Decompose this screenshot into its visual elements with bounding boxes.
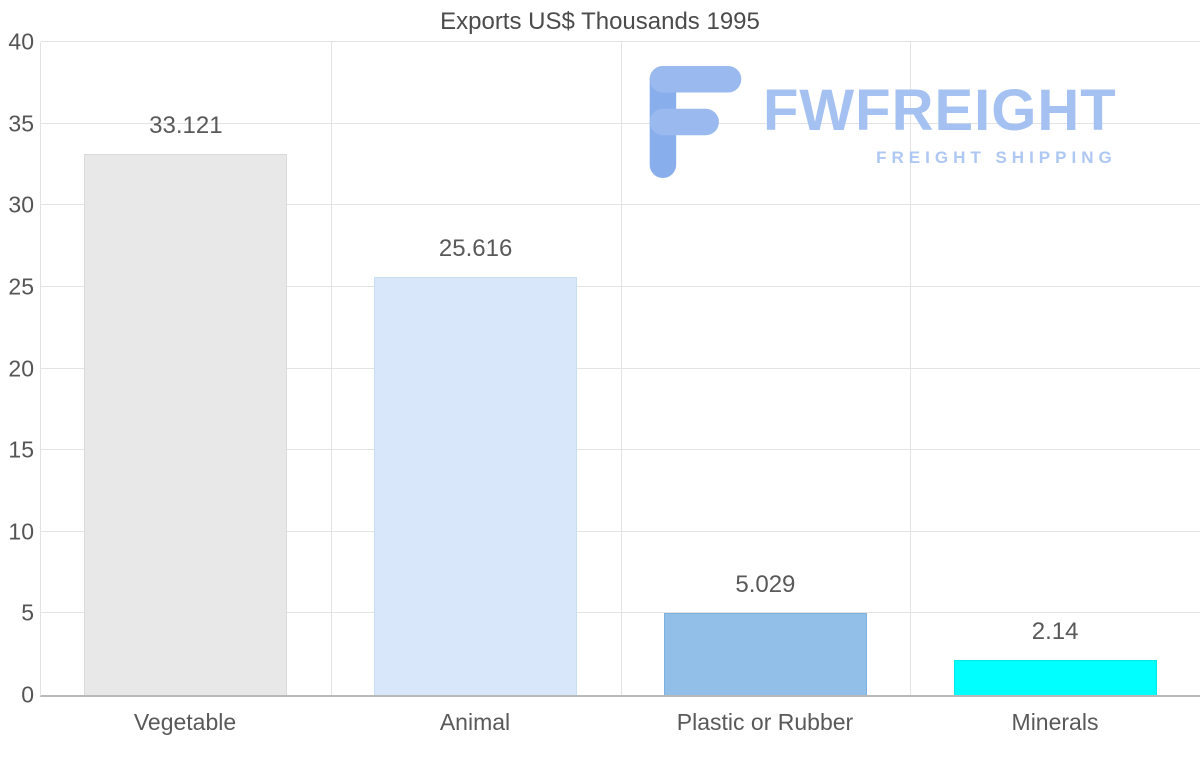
bar-animal [374,276,578,695]
bar-plastic-or-rubber [663,612,867,695]
chart-title: Exports US$ Thousands 1995 [440,8,760,35]
y-axis-tick-label: 25 [8,273,34,300]
bar-value-label: 25.616 [438,234,513,262]
bar-value-label: 2.14 [1031,618,1079,646]
y-axis-tick-label: 10 [8,518,34,545]
y-axis-tick-label: 5 [21,599,34,626]
category-band: 2.14 [910,42,1200,695]
x-axis-category-label: Vegetable [133,709,237,735]
category-band: 5.029 [621,42,911,695]
bar-value-label: 33.121 [149,112,223,140]
y-axis-tick-label: 40 [8,28,34,55]
gridline-x [330,42,332,695]
gridline-x [910,42,912,695]
y-axis-tick-label: 15 [8,436,34,463]
bar-minerals [953,660,1157,695]
bar-vegetable [84,154,288,695]
gridline-y-40 [41,41,1200,42]
category-band: 25.616 [331,42,621,695]
x-axis-labels: Vegetable Animal Plastic or Rubber Minerals [40,697,1200,763]
x-axis-category-label: Plastic or Rubber [676,709,854,735]
y-axis-tick-label: 35 [8,110,34,137]
y-axis-tick-label: 20 [8,355,34,381]
y-axis-tick-label: 30 [8,191,34,218]
x-axis-category-label: Minerals [1011,709,1099,735]
gridline-x [620,42,622,695]
bar-value-label: 5.029 [735,570,796,598]
category-band: 33.121 [41,42,331,695]
plot-area: 0 5 10 15 20 25 30 35 40 33.121 25.616 5.029 2.14 [8,30,1200,706]
y-axis-tick-label: 0 [21,681,34,708]
x-axis-category-label: Animal [439,709,511,735]
